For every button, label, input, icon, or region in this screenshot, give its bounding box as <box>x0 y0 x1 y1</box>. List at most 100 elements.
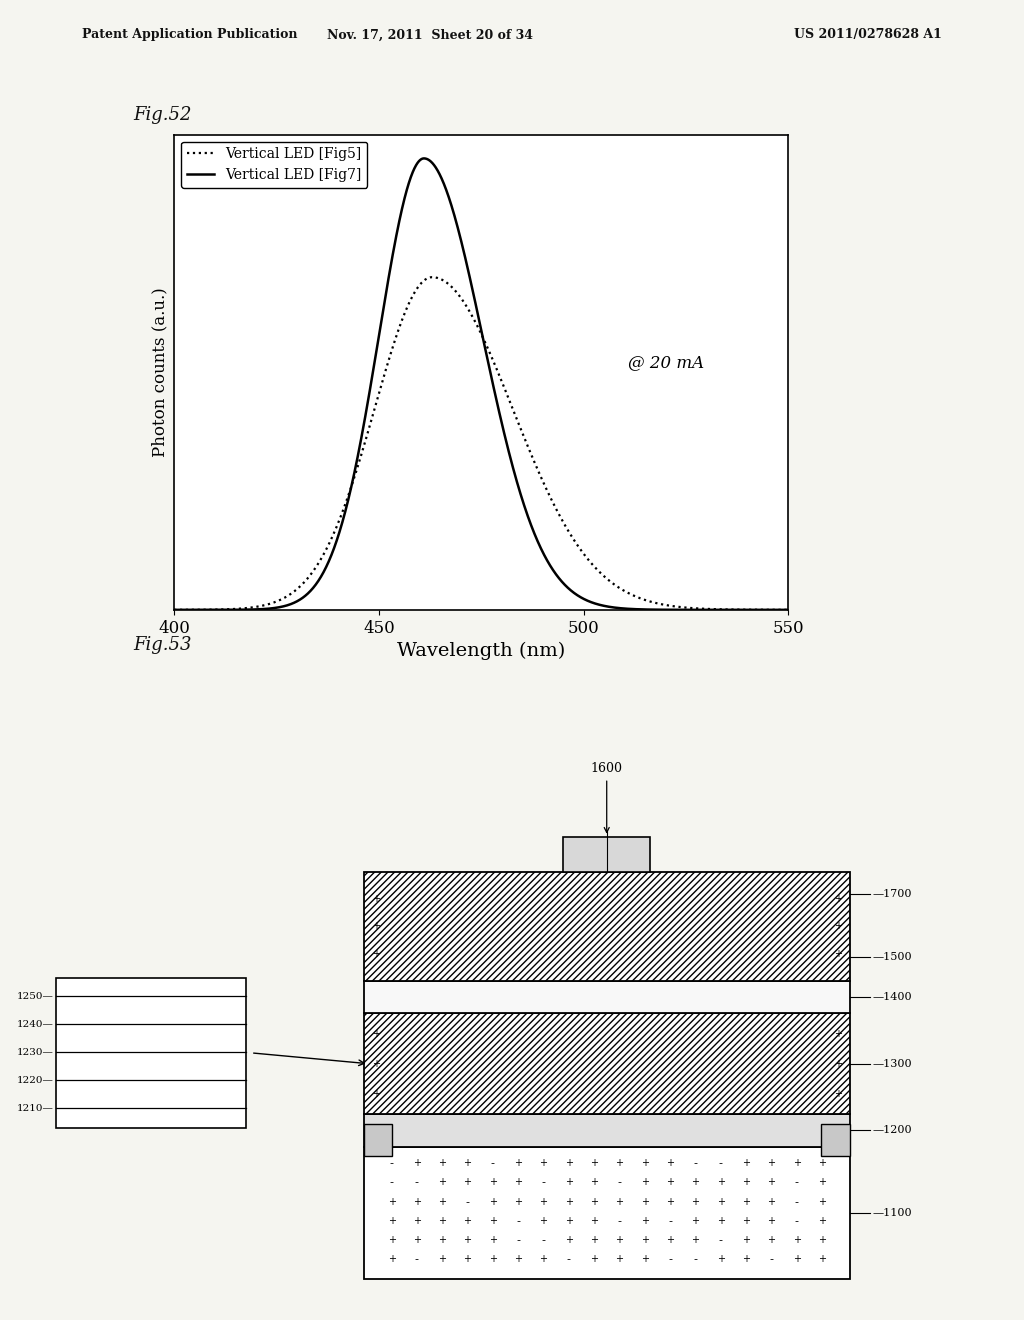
Text: -: - <box>617 1216 622 1226</box>
Legend: Vertical LED [Fig5], Vertical LED [Fig7]: Vertical LED [Fig5], Vertical LED [Fig7] <box>181 141 368 187</box>
Text: +: + <box>540 1216 548 1226</box>
Text: +: + <box>767 1158 775 1168</box>
Vertical LED [Fig5] <box>470 315 482 331</box>
Vertical LED [Fig5] <box>684 601 696 616</box>
Text: +: + <box>590 1177 598 1188</box>
Bar <box>364 1114 850 1147</box>
Text: +: + <box>540 1197 548 1206</box>
Text: +: + <box>793 1158 801 1168</box>
Text: +: + <box>387 1197 395 1206</box>
Text: 1220—: 1220— <box>16 1076 53 1085</box>
Text: Nov. 17, 2011  Sheet 20 of 34: Nov. 17, 2011 Sheet 20 of 34 <box>327 28 534 41</box>
Text: +: + <box>666 1158 674 1168</box>
Text: -: - <box>415 1177 419 1188</box>
Text: —1700: —1700 <box>872 888 912 899</box>
Text: +: + <box>641 1254 648 1265</box>
Text: 1210—: 1210— <box>16 1104 53 1113</box>
Text: -: - <box>795 1197 799 1206</box>
Text: +: + <box>742 1216 750 1226</box>
Text: +: + <box>717 1216 725 1226</box>
Bar <box>821 1123 850 1156</box>
Y-axis label: Photon counts (a.u.): Photon counts (a.u.) <box>152 288 169 457</box>
Text: -: - <box>516 1216 520 1226</box>
Text: +: + <box>691 1236 699 1245</box>
Text: US 2011/0278628 A1: US 2011/0278628 A1 <box>795 28 942 41</box>
Text: +: + <box>438 1158 446 1168</box>
Text: -: - <box>668 1216 672 1226</box>
Text: +: + <box>438 1216 446 1226</box>
Vertical LED [Fig5] <box>487 352 500 368</box>
Text: 1230—: 1230— <box>16 1048 53 1056</box>
Text: +: + <box>565 1177 572 1188</box>
Text: -: - <box>490 1158 495 1168</box>
Vertical LED [Fig7] <box>470 297 482 313</box>
Text: +: + <box>615 1197 624 1206</box>
Text: +: + <box>540 1158 548 1168</box>
Text: +: + <box>641 1216 648 1226</box>
Text: 1600: 1600 <box>591 763 623 833</box>
Text: +: + <box>488 1197 497 1206</box>
Bar <box>563 837 650 873</box>
Vertical LED [Fig5] <box>805 602 817 618</box>
Text: +: + <box>691 1177 699 1188</box>
Text: -: - <box>795 1216 799 1226</box>
Text: +: + <box>691 1197 699 1206</box>
Text: +: + <box>387 1254 395 1265</box>
Text: +: + <box>438 1254 446 1265</box>
Text: +: + <box>641 1158 648 1168</box>
Text: +: + <box>372 949 380 958</box>
Text: —1300: —1300 <box>872 1059 912 1069</box>
Vertical LED [Fig5] <box>804 602 816 618</box>
Vertical LED [Fig7] <box>804 602 816 618</box>
Text: +: + <box>438 1236 446 1245</box>
Vertical LED [Fig7] <box>823 602 836 618</box>
Text: +: + <box>717 1177 725 1188</box>
Text: —1500: —1500 <box>872 952 912 962</box>
Text: +: + <box>793 1254 801 1265</box>
Text: +: + <box>590 1216 598 1226</box>
Line: Vertical LED [Fig7]: Vertical LED [Fig7] <box>174 158 829 610</box>
Text: —1400: —1400 <box>872 993 912 1002</box>
Text: +: + <box>742 1158 750 1168</box>
Text: -: - <box>693 1254 697 1265</box>
X-axis label: Wavelength (nm): Wavelength (nm) <box>397 642 565 660</box>
Text: +: + <box>615 1236 624 1245</box>
Text: +: + <box>834 949 842 958</box>
Text: +: + <box>666 1236 674 1245</box>
Text: -: - <box>668 1254 672 1265</box>
Text: +: + <box>514 1158 522 1168</box>
Text: +: + <box>488 1236 497 1245</box>
Text: +: + <box>372 1089 380 1098</box>
Text: +: + <box>540 1254 548 1265</box>
Text: -: - <box>389 1158 393 1168</box>
Text: +: + <box>590 1254 598 1265</box>
Vertical LED [Fig7] <box>168 602 180 618</box>
Text: +: + <box>834 1059 842 1069</box>
Text: +: + <box>488 1177 497 1188</box>
Text: +: + <box>641 1177 648 1188</box>
Text: +: + <box>641 1197 648 1206</box>
Text: +: + <box>767 1177 775 1188</box>
Vertical LED [Fig7] <box>418 150 430 166</box>
Text: +: + <box>615 1254 624 1265</box>
Text: +: + <box>590 1158 598 1168</box>
Text: Fig.52: Fig.52 <box>133 106 191 124</box>
Text: +: + <box>565 1197 572 1206</box>
Text: -: - <box>693 1158 697 1168</box>
Line: Vertical LED [Fig5]: Vertical LED [Fig5] <box>174 277 829 610</box>
Text: +: + <box>372 1028 380 1039</box>
Vertical LED [Fig7] <box>202 602 214 618</box>
Text: +: + <box>464 1158 471 1168</box>
Text: @ 20 mA: @ 20 mA <box>628 354 703 371</box>
Vertical LED [Fig7] <box>805 602 817 618</box>
Text: +: + <box>413 1236 421 1245</box>
Text: +: + <box>514 1177 522 1188</box>
Text: Fig.53: Fig.53 <box>133 636 191 655</box>
Vertical LED [Fig7] <box>487 378 500 393</box>
Text: +: + <box>413 1158 421 1168</box>
Text: +: + <box>818 1158 826 1168</box>
Text: +: + <box>767 1216 775 1226</box>
Text: -: - <box>415 1254 419 1265</box>
Bar <box>56 978 246 1127</box>
Text: +: + <box>514 1197 522 1206</box>
